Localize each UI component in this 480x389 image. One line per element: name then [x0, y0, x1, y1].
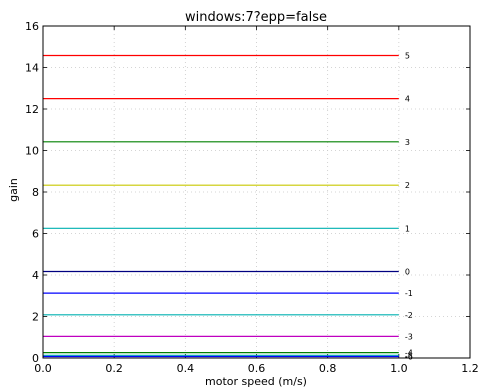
series-labels: 5 4 3 2 1 0 -1 -2 -3 -4-5-6	[405, 51, 413, 361]
x-tick-label: 1.2	[461, 362, 479, 375]
series-label--3: -3	[405, 332, 413, 341]
series-label-3: 3	[405, 138, 410, 147]
series-label--1: -1	[405, 289, 413, 298]
series-label-1: 1	[405, 224, 410, 233]
series-lines	[43, 54, 399, 358]
x-tick-label: 0.0	[34, 362, 52, 375]
x-tick-label: 0.2	[105, 362, 123, 375]
y-axis-label: gain	[7, 178, 20, 202]
series-label-5: 5	[405, 51, 410, 60]
y-tick-label: 12	[25, 103, 39, 116]
y-tick-label: 4	[32, 269, 39, 282]
chart-title: windows:7?epp=false	[185, 10, 327, 25]
series-label--5: -5	[405, 351, 413, 360]
y-tick-label: 0	[32, 352, 39, 365]
y-tick-label: 10	[25, 145, 39, 158]
x-tick-label: 0.4	[177, 362, 195, 375]
series-label-4: 4	[405, 95, 410, 104]
series-label-2: 2	[405, 181, 410, 190]
series-label--4: -4	[405, 349, 413, 358]
y-tick-label: 8	[32, 186, 39, 199]
series-label--6: -6	[405, 353, 413, 362]
y-tick-label: 16	[25, 20, 39, 33]
x-tick-label: 1.0	[390, 362, 408, 375]
plot-frame	[42, 25, 471, 359]
x-tick-label: 0.8	[319, 362, 337, 375]
series-label--2: -2	[405, 311, 413, 320]
x-tick-label: 0.6	[248, 362, 266, 375]
y-tick-label: 14	[25, 62, 39, 75]
x-axis-label: motor speed (m/s)	[205, 375, 307, 388]
grid-lines	[43, 26, 470, 358]
y-tick-label: 2	[32, 311, 39, 324]
series-label-0: 0	[405, 267, 410, 276]
y-tick-label: 6	[32, 228, 39, 241]
